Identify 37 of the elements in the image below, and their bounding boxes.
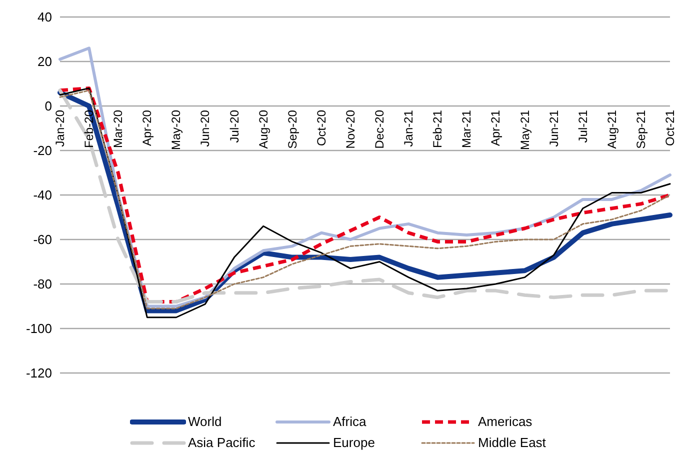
x-tick-label: Aug-20 [256, 110, 270, 149]
x-tick-label: Jul-21 [576, 110, 590, 143]
x-tick-label: Feb-21 [430, 110, 445, 148]
x-tick-label: Mar-21 [460, 110, 474, 148]
y-tick-label: 0 [44, 98, 52, 114]
x-tick-label: Jun-21 [546, 110, 561, 147]
legend-label: Americas [478, 414, 532, 429]
y-tick-label: -120 [26, 366, 52, 381]
x-tick-label: Mar-20 [111, 110, 126, 148]
x-tick-label: Apr-20 [140, 110, 154, 146]
x-tick-label: Jan-21 [402, 110, 416, 147]
x-tick-label: May-20 [169, 110, 184, 150]
y-tick-label: 40 [38, 10, 52, 25]
x-tick-label: Jan-20 [53, 110, 67, 147]
y-tick-label: -100 [26, 321, 52, 336]
x-tick-label: Jul-20 [227, 110, 242, 143]
y-tick-label: -40 [33, 188, 52, 203]
y-tick-label: -20 [33, 143, 52, 158]
x-tick-label: Dec-20 [372, 110, 387, 149]
y-tick-label: 20 [38, 54, 52, 70]
x-tick-label: Aug-21 [604, 110, 619, 149]
x-tick-label: Sep-21 [634, 110, 648, 149]
legend-label: Middle East [478, 435, 546, 450]
x-tick-label: Jun-20 [198, 110, 212, 147]
legend-label: World [188, 414, 222, 429]
x-tick-label: Oct-21 [663, 110, 677, 146]
x-tick-label: Feb-20 [82, 110, 96, 148]
legend-label: Asia Pacific [188, 435, 256, 450]
legend-label: Europe [333, 435, 375, 450]
y-tick-label: -60 [33, 232, 52, 248]
x-tick-label: Oct-20 [314, 110, 328, 146]
x-tick-label: May-21 [518, 110, 532, 150]
x-tick-label: Apr-21 [488, 110, 503, 146]
x-tick-label: Sep-20 [285, 110, 300, 149]
x-tick-label: Nov-20 [343, 110, 358, 149]
y-tick-label: -80 [33, 276, 52, 292]
legend-label: Africa [333, 414, 366, 429]
